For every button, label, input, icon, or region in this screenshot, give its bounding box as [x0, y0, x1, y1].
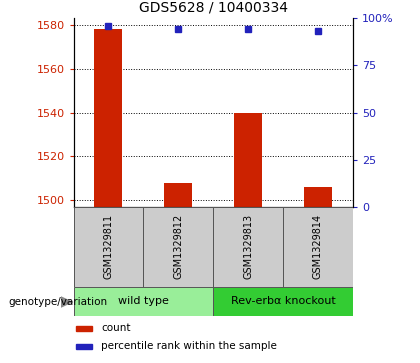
Bar: [283, 207, 353, 287]
Text: Rev-erbα knockout: Rev-erbα knockout: [231, 296, 335, 306]
Bar: [76, 344, 92, 348]
Bar: [74, 287, 213, 316]
Bar: [234, 113, 262, 207]
Text: GSM1329811: GSM1329811: [103, 214, 113, 280]
Text: GSM1329813: GSM1329813: [243, 214, 253, 280]
Text: genotype/variation: genotype/variation: [8, 297, 108, 307]
Text: count: count: [102, 323, 131, 333]
Bar: [164, 183, 192, 207]
Polygon shape: [61, 296, 74, 308]
Text: GSM1329814: GSM1329814: [313, 214, 323, 280]
Bar: [74, 207, 143, 287]
Text: GSM1329812: GSM1329812: [173, 214, 183, 280]
Text: percentile rank within the sample: percentile rank within the sample: [102, 341, 277, 351]
Bar: [76, 326, 92, 331]
Bar: [213, 207, 283, 287]
Title: GDS5628 / 10400334: GDS5628 / 10400334: [139, 0, 288, 14]
Bar: [94, 29, 122, 207]
Bar: [213, 287, 353, 316]
Text: wild type: wild type: [118, 296, 169, 306]
Bar: [304, 187, 332, 207]
Bar: [143, 207, 213, 287]
